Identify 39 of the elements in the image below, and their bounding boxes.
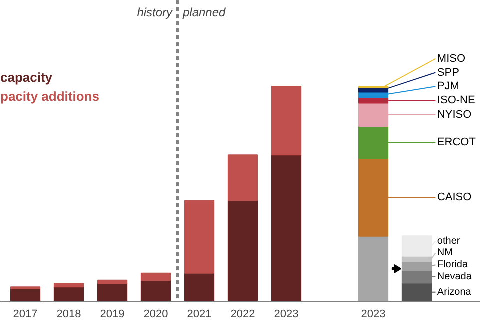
x-tick-label: 2021 xyxy=(187,308,212,320)
bar xyxy=(358,236,389,302)
text: planned xyxy=(182,6,226,20)
x-tick-label: 2018 xyxy=(56,308,82,320)
text: SPP xyxy=(437,66,460,79)
x-tick-label: 2020 xyxy=(144,308,168,320)
bar xyxy=(54,283,84,288)
text: history xyxy=(137,6,174,20)
bar xyxy=(402,282,432,302)
bar xyxy=(140,280,172,302)
legend-label: Arizona xyxy=(437,286,472,298)
legend-label: NYISO xyxy=(437,108,472,121)
bar xyxy=(271,86,302,156)
bar xyxy=(228,154,258,202)
x-tick-label: 2017 xyxy=(13,308,38,320)
legend-label: NM xyxy=(437,248,453,259)
legend-label: PJM xyxy=(437,80,460,93)
x-tick-label: 2023 xyxy=(274,308,299,320)
text: capacity xyxy=(0,70,54,85)
bar xyxy=(97,282,128,302)
legend-label: Florida xyxy=(437,260,468,271)
x-tick-label: 2019 xyxy=(100,308,125,320)
text: pacity additions xyxy=(0,89,100,104)
legend-label: CAISO xyxy=(437,191,472,204)
x-tick-label: 2023 xyxy=(361,308,386,320)
bar xyxy=(184,200,215,274)
x-tick-label: 2022 xyxy=(230,308,256,320)
bar xyxy=(402,236,432,257)
bar xyxy=(184,272,215,302)
bar xyxy=(97,280,128,284)
bar xyxy=(140,272,172,282)
text: MISO xyxy=(437,52,466,65)
bar xyxy=(54,286,84,302)
legend-label: other xyxy=(437,236,461,247)
bar xyxy=(228,200,258,302)
legend-label: Nevada xyxy=(437,271,472,282)
legend-label: ISO-NE xyxy=(437,94,476,106)
bar xyxy=(271,154,302,302)
legend-label: ERCOT xyxy=(437,136,476,149)
